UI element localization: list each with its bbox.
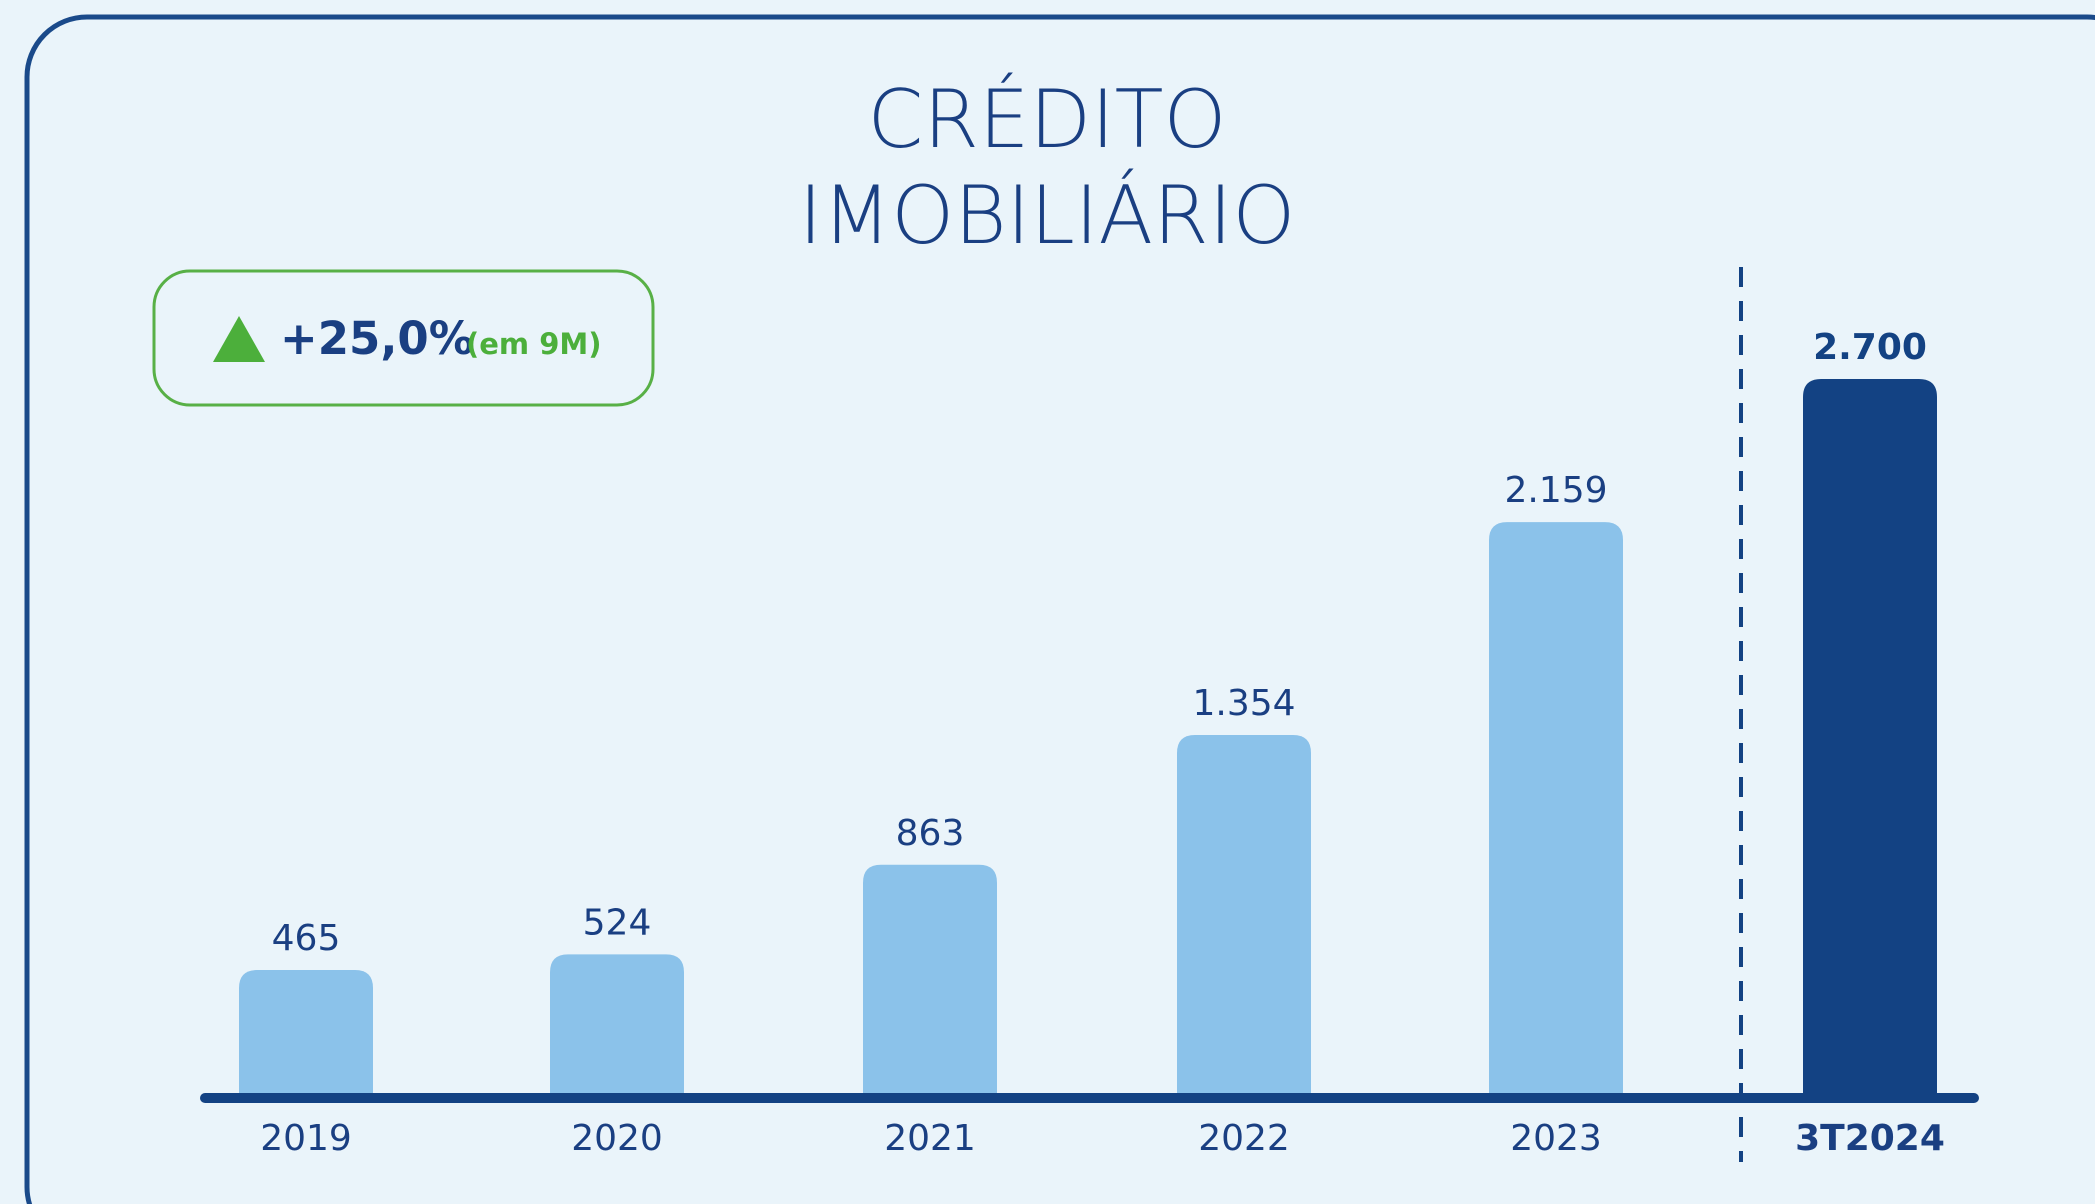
bar [1803,379,1937,1093]
bar [239,970,373,1093]
card-border [24,14,2095,1204]
x-tick-label: 2020 [571,1118,663,1159]
badge-box [152,269,655,407]
value-label: 2.700 [1813,327,1927,368]
chart-title: CRÉDITO IMOBILIÁRIO [798,73,1296,262]
bar [1177,734,1311,1093]
x-tick-label: 3T2024 [1795,1118,1945,1159]
badge-text: +25,0% [280,312,474,365]
value-label: 863 [896,813,965,854]
up-arrow [213,316,265,362]
badge-note: (em 9M) [466,327,602,361]
value-label: 2.159 [1504,470,1607,511]
bar [1489,522,1623,1093]
value-label: 465 [272,918,341,959]
bar [550,954,684,1093]
x-tick-label: 2022 [1198,1118,1290,1159]
x-tick-label: 2023 [1510,1118,1602,1159]
bar [863,864,997,1093]
value-label: 524 [583,902,652,943]
x-tick-label: 2021 [884,1118,976,1159]
value-label: 1.354 [1192,683,1295,724]
x-tick-label: 2019 [260,1118,352,1159]
